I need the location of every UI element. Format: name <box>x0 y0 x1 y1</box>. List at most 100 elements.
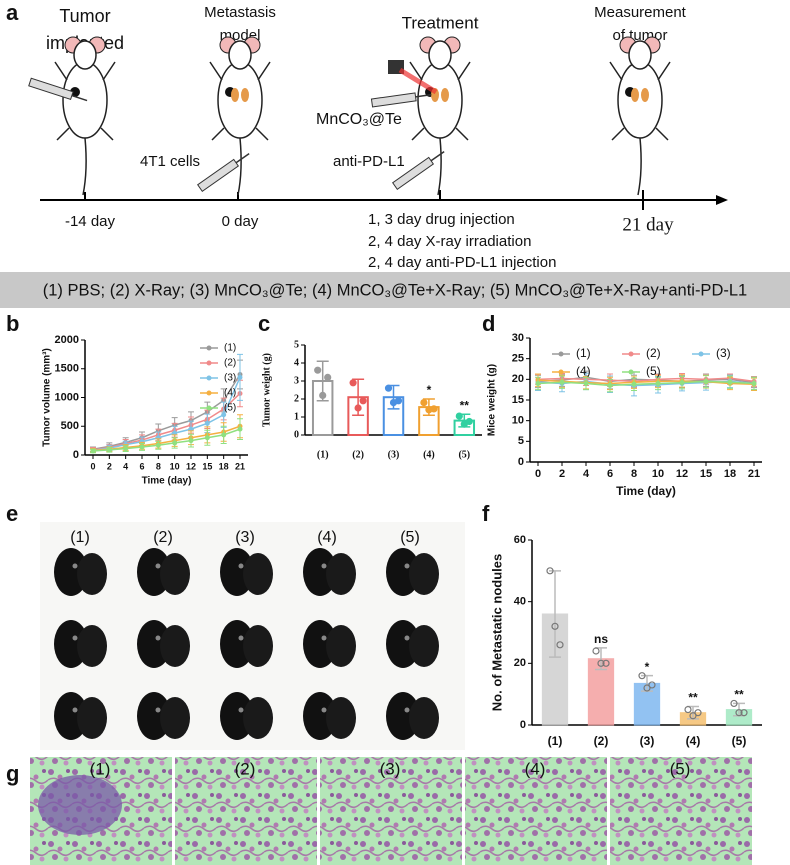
y-tick-label: 5 <box>294 339 299 350</box>
photo-label: (2) <box>153 529 173 546</box>
series-line <box>92 392 241 451</box>
lung-nodule <box>238 635 244 641</box>
legend-marker <box>206 345 212 351</box>
lung <box>409 553 439 595</box>
x-tick-label: 18 <box>219 461 229 471</box>
point <box>535 380 541 386</box>
day-label: 21 day <box>622 214 674 235</box>
data-point <box>730 699 738 708</box>
panel-letter: g <box>6 761 19 786</box>
data-point <box>546 567 554 575</box>
x-tick-label: 10 <box>170 461 180 471</box>
x-tick-label: 18 <box>724 468 736 480</box>
histology-image <box>320 757 462 865</box>
y-axis-label: Tumor weight (g) <box>261 353 272 427</box>
point <box>90 448 96 454</box>
mouse-lung <box>441 88 449 102</box>
series-line <box>537 379 755 386</box>
error-bar <box>549 570 561 658</box>
point <box>221 432 227 438</box>
syringe <box>197 158 240 192</box>
data-point <box>592 647 600 655</box>
mouse-lung <box>231 88 239 102</box>
day-label: 0 day <box>222 213 259 230</box>
lung <box>326 553 356 595</box>
legend-marker <box>206 405 212 411</box>
mouse-body <box>417 61 463 139</box>
panel-letter: d <box>482 311 495 336</box>
legend-label: (3) <box>716 346 731 360</box>
significance: ** <box>460 398 470 412</box>
x-tick-label: 4 <box>583 468 590 480</box>
syringe-needle <box>430 150 445 162</box>
legend-label: (2) <box>646 346 661 360</box>
lung-nodule <box>321 707 327 713</box>
y-tick-label: 2000 <box>55 334 79 346</box>
x-tick-label: 2 <box>107 461 112 471</box>
stage-title: Metastasis <box>204 4 276 21</box>
x-tick-label: (1) <box>317 449 329 460</box>
syringe-needle <box>235 152 250 164</box>
significance: * <box>427 383 432 397</box>
x-tick-label: 2 <box>559 468 565 480</box>
point <box>204 420 210 426</box>
point <box>655 380 661 386</box>
lung-nodule <box>321 635 327 641</box>
point <box>188 438 194 444</box>
mouse-head <box>428 40 452 70</box>
x-tick-label: 12 <box>186 461 196 471</box>
x-axis-label: Time (day) <box>142 476 192 487</box>
x-tick-label: 6 <box>139 461 144 471</box>
point <box>607 383 613 389</box>
data-point <box>465 417 473 426</box>
y-tick-label: 1000 <box>55 391 79 403</box>
x-tick-label: 21 <box>748 468 760 480</box>
x-tick-label: 15 <box>202 461 212 471</box>
point <box>583 380 589 386</box>
mouse-body <box>217 61 263 139</box>
data-point <box>455 412 463 420</box>
y-tick-label: 20 <box>512 373 524 385</box>
x-tick-label: (1) <box>548 734 563 748</box>
photo-label: (5) <box>400 529 420 546</box>
point <box>559 379 565 385</box>
histology-label: (3) <box>380 759 401 778</box>
lung-nodule <box>155 707 161 713</box>
x-tick-label: 8 <box>631 468 637 480</box>
legend-label: (2) <box>224 358 236 369</box>
y-tick-label: 60 <box>514 534 526 546</box>
legend-marker <box>698 351 704 357</box>
mouse-head <box>228 40 252 70</box>
mouse-lung <box>631 88 639 102</box>
x-tick-label: (4) <box>686 734 701 748</box>
x-tick-label: (3) <box>388 449 400 460</box>
lung <box>326 697 356 739</box>
lung-nodule <box>238 563 244 569</box>
legend-marker <box>206 375 212 381</box>
histology-label: (1) <box>90 759 111 778</box>
histology-image <box>465 757 607 865</box>
lung-nodule <box>72 563 78 569</box>
point <box>237 426 243 432</box>
x-tick-label: (5) <box>458 449 470 460</box>
mouse-tail <box>437 137 442 196</box>
point <box>139 444 145 450</box>
significance: * <box>645 660 650 674</box>
y-axis-label: No. of Metastatic nodules <box>489 554 504 711</box>
treatment-note: 2, 4 day anti-PD-L1 injection <box>368 254 556 271</box>
lung <box>409 697 439 739</box>
x-tick-label: 8 <box>156 461 161 471</box>
lung-nodule <box>321 563 327 569</box>
mouse-lung <box>641 88 649 102</box>
legend-marker <box>628 351 634 357</box>
mouse-arms <box>209 61 271 141</box>
lung-nodule <box>155 635 161 641</box>
groups-bar <box>0 272 790 308</box>
mouse-head <box>628 40 652 70</box>
lung-nodule <box>155 563 161 569</box>
data-point <box>556 641 564 649</box>
mouse-body <box>617 61 663 139</box>
legend-label: (4) <box>224 388 236 399</box>
y-tick-label: 2 <box>294 393 299 404</box>
data-point <box>602 659 610 667</box>
